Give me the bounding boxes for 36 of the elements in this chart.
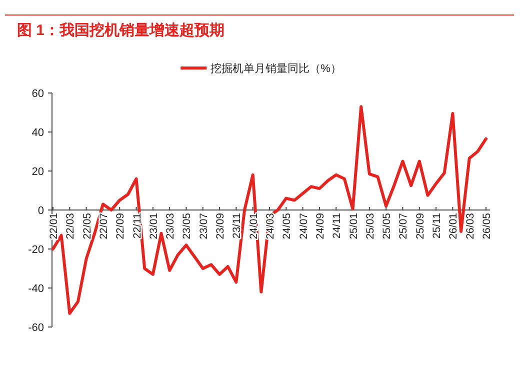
x-tick-label: 23/03: [164, 212, 177, 240]
x-tick-label: 23/09: [214, 212, 227, 240]
x-tick-label: 22/01: [48, 212, 60, 240]
x-tick-label: 22/09: [114, 212, 127, 240]
x-tick-label: 25/03: [364, 212, 376, 240]
x-tick-label: 24/01: [248, 212, 260, 240]
x-tick-label: 25/09: [414, 212, 426, 240]
x-tick-label: 23/01: [148, 212, 160, 240]
x-tick-label: 24/09: [314, 212, 326, 240]
y-tick-label: 60: [32, 88, 44, 100]
y-tick-label: -40: [28, 283, 44, 295]
y-tick-label: -60: [28, 322, 44, 334]
y-tick-label: 0: [38, 205, 44, 217]
x-tick-label: 24/05: [281, 212, 294, 240]
y-tick-label: 20: [32, 166, 44, 178]
x-tick-label: 26/05: [481, 212, 493, 240]
y-tick-label: 40: [32, 127, 44, 139]
x-tick-label: 22/11: [131, 212, 144, 238]
x-tick-label: 24/11: [331, 212, 344, 238]
x-tick-label: 23/05: [181, 212, 194, 240]
x-tick-label: 22/05: [81, 212, 94, 240]
x-tick-label: 24/03: [264, 212, 276, 240]
x-tick-label: 24/07: [298, 212, 310, 240]
x-tick-label: 23/11: [231, 212, 244, 238]
x-tick-label: 22/03: [64, 212, 77, 240]
x-tick-label: 25/11: [431, 212, 444, 238]
x-tick-label: 26/01: [448, 212, 460, 240]
x-tick-label: 25/05: [381, 212, 394, 240]
legend-label: 挖掘机单月销量同比（%）: [210, 62, 342, 75]
chart-title: 图 1：我国挖机销量增速超预期: [17, 22, 225, 39]
x-tick-label: 23/07: [198, 212, 210, 240]
x-tick-label: 25/01: [348, 212, 360, 240]
y-tick-label: -20: [28, 244, 44, 256]
x-tick-label: 22/07: [98, 212, 110, 240]
x-tick-label: 25/07: [398, 212, 410, 240]
x-tick-label: 26/03: [464, 212, 476, 240]
